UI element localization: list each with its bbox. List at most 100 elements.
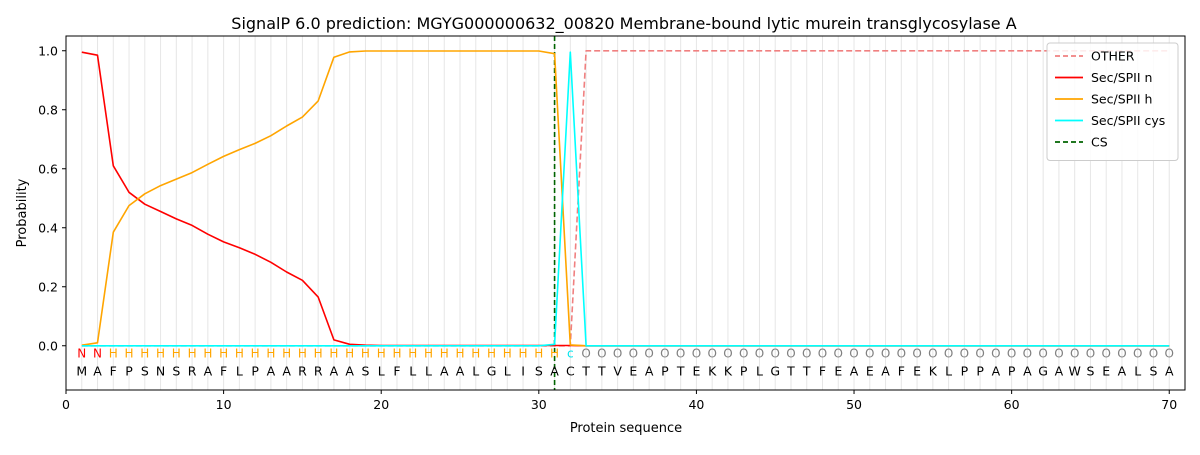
region-label: O: [881, 347, 890, 361]
series-line-sec-spii-cys: [81, 51, 1170, 347]
region-label: H: [440, 347, 449, 361]
region-label: H: [424, 347, 433, 361]
y-tick-label: 0.8: [38, 102, 58, 117]
sequence-letter: L: [236, 363, 243, 378]
sequence-letter: A: [330, 363, 339, 378]
sequence-letter: W: [1068, 363, 1080, 378]
sequence-letter: A: [1165, 363, 1174, 378]
y-tick-label: 0.2: [38, 279, 58, 294]
sequence-letter: P: [125, 363, 133, 378]
sequence-letter: R: [314, 363, 323, 378]
region-label: H: [471, 347, 480, 361]
region-label: H: [487, 347, 496, 361]
y-tick-label: 1.0: [38, 43, 58, 58]
sequence-letter: L: [504, 363, 511, 378]
sequence-letter: T: [802, 363, 811, 378]
sequence-annotation: NMNAHFHPHSHNHSHRHAHFHLHPHAHAHRHRHAHAHSHL…: [76, 347, 1174, 379]
legend-box: [1046, 42, 1179, 161]
region-label: O: [1117, 347, 1126, 361]
sequence-letter: F: [819, 363, 826, 378]
series-line-sec-spii-h: [81, 50, 1170, 347]
region-label: H: [455, 347, 464, 361]
region-label: O: [1023, 347, 1032, 361]
sequence-letter: L: [945, 363, 952, 378]
region-label: O: [975, 347, 984, 361]
region-label: O: [897, 347, 906, 361]
region-label: O: [1165, 347, 1174, 361]
sequence-letter: L: [378, 363, 385, 378]
region-label: O: [1149, 347, 1158, 361]
region-label: O: [960, 347, 969, 361]
chart-title: SignalP 6.0 prediction: MGYG000000632_00…: [231, 14, 1016, 34]
sequence-letter: S: [172, 363, 180, 378]
region-label: H: [519, 347, 528, 361]
region-label: H: [140, 347, 149, 361]
sequence-letter: L: [1134, 363, 1141, 378]
region-label: O: [912, 347, 921, 361]
sequence-letter: T: [676, 363, 685, 378]
region-label: H: [219, 347, 228, 361]
region-label: O: [676, 347, 685, 361]
sequence-letter: T: [786, 363, 795, 378]
region-label: H: [314, 347, 323, 361]
sequence-letter: S: [535, 363, 543, 378]
region-label: H: [408, 347, 417, 361]
region-label: O: [865, 347, 874, 361]
sequence-letter: L: [425, 363, 432, 378]
sequence-letter: P: [961, 363, 969, 378]
sequence-letter: A: [456, 363, 465, 378]
region-label: O: [1038, 347, 1047, 361]
sequence-letter: S: [361, 363, 369, 378]
sequence-letter: E: [629, 363, 637, 378]
sequence-letter: G: [770, 363, 780, 378]
x-axis-label: Protein sequence: [570, 421, 682, 436]
region-label: H: [534, 347, 543, 361]
sequence-letter: A: [1023, 363, 1032, 378]
grid-lines: [81, 36, 1170, 390]
sequence-letter: R: [298, 363, 307, 378]
sequence-letter: A: [992, 363, 1001, 378]
region-label: O: [928, 347, 937, 361]
sequence-letter: E: [1102, 363, 1110, 378]
sequence-letter: A: [645, 363, 654, 378]
region-label: H: [109, 347, 118, 361]
series-line-sec-spii-n: [81, 51, 1170, 347]
region-label: O: [802, 347, 811, 361]
sequence-letter: A: [850, 363, 859, 378]
sequence-letter: P: [976, 363, 984, 378]
region-label: H: [298, 347, 307, 361]
region-label: O: [707, 347, 716, 361]
x-tick-label: 60: [1004, 397, 1020, 412]
region-label: H: [550, 347, 559, 361]
sequence-letter: N: [156, 363, 165, 378]
sequence-letter: F: [898, 363, 905, 378]
sequence-letter: S: [1150, 363, 1158, 378]
sequence-letter: F: [393, 363, 400, 378]
legend: OTHER Sec/SPII n Sec/SPII h Sec/SPII cys CS: [1046, 42, 1179, 161]
sequence-letter: L: [472, 363, 479, 378]
region-label: H: [172, 347, 181, 361]
sequence-letter: P: [1008, 363, 1016, 378]
sequence-letter: A: [267, 363, 276, 378]
region-label: N: [77, 347, 86, 361]
region-label: H: [188, 347, 197, 361]
region-label: H: [392, 347, 401, 361]
sequence-letter: A: [881, 363, 890, 378]
y-tick-label: 0.0: [38, 338, 58, 353]
series-lines: [81, 50, 1170, 347]
x-tick-label: 10: [216, 397, 232, 412]
region-label: O: [629, 347, 638, 361]
sequence-letter: A: [93, 363, 102, 378]
legend-label: Sec/SPII h: [1091, 92, 1152, 107]
region-label: O: [597, 347, 606, 361]
sequence-letter: K: [708, 363, 717, 378]
region-label: O: [755, 347, 764, 361]
axes-frame: [65, 35, 1186, 391]
region-label: H: [125, 347, 134, 361]
y-axis-label: Probability: [15, 178, 30, 247]
region-label: O: [723, 347, 732, 361]
legend-label: Sec/SPII n: [1091, 70, 1152, 85]
region-label: O: [1054, 347, 1063, 361]
sequence-letter: A: [440, 363, 449, 378]
